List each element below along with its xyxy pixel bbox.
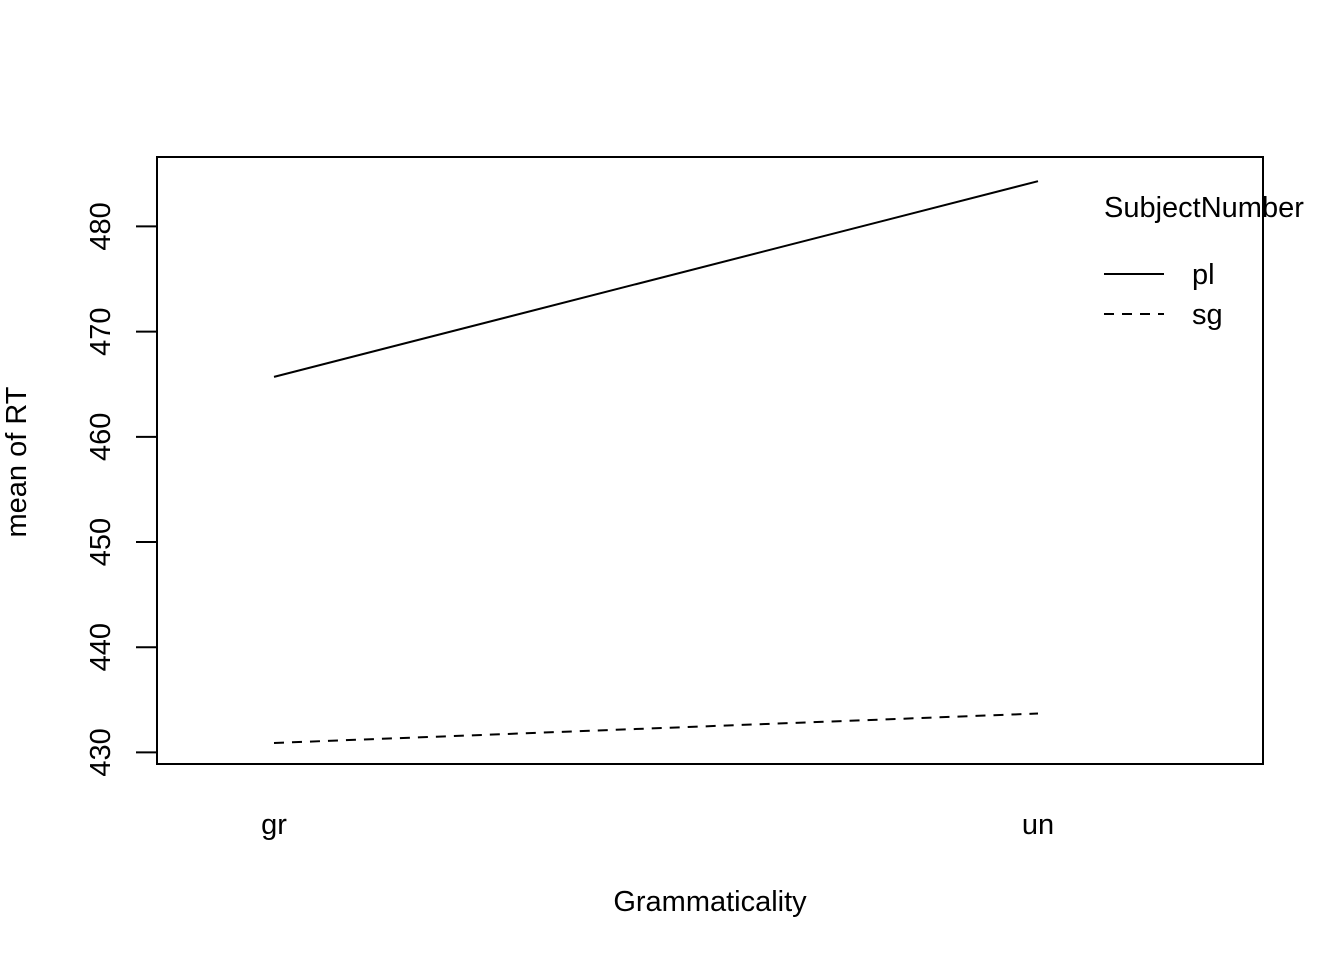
series-line-pl [273, 180, 1039, 378]
legend-entries: pl sg [1104, 259, 1223, 331]
y-tick-label: 450 [85, 518, 117, 566]
x-tick-label: un [1022, 809, 1054, 841]
y-tick-label: 480 [85, 202, 117, 250]
y-tick-label: 430 [85, 728, 117, 776]
y-axis: 430 440 450 460 470 480 [85, 202, 158, 777]
x-axis-label: Grammaticality [613, 886, 807, 918]
series-lines [273, 180, 1039, 744]
y-tick-label: 470 [85, 307, 117, 355]
legend-title: SubjectNumber [1104, 192, 1304, 224]
y-tick-label: 440 [85, 623, 117, 671]
series-line-sg [273, 712, 1039, 744]
plot-frame [156, 156, 1264, 765]
legend-label-sg: sg [1192, 299, 1223, 331]
legend-label-pl: pl [1192, 259, 1215, 291]
x-axis-tick-labels: gr un [261, 809, 1054, 841]
legend: SubjectNumber pl sg [1104, 192, 1304, 331]
y-axis-label: mean of RT [1, 386, 33, 537]
y-tick-label: 460 [85, 413, 117, 461]
x-tick-label: gr [261, 809, 287, 841]
